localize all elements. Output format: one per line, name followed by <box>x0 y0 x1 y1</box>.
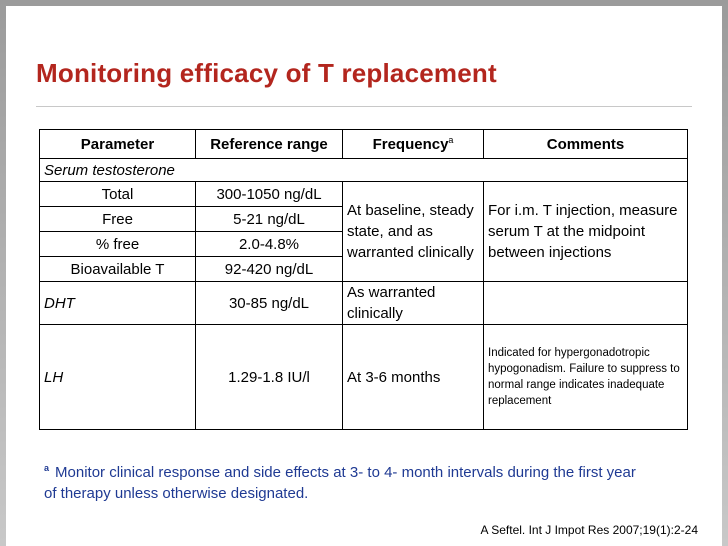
monitoring-table: Parameter Reference range Frequencya Com… <box>39 129 688 430</box>
header-frequency: Frequencya <box>342 129 484 159</box>
range-cell: 1.29-1.8 IU/l <box>195 324 343 430</box>
section-row-serum-testosterone: Serum testosterone <box>39 158 688 182</box>
range-cell: 2.0-4.8% <box>195 231 343 257</box>
header-frequency-footnote-marker: a <box>448 135 454 145</box>
range-cell: 30-85 ng/dL <box>195 281 343 325</box>
parameter-cell: Total <box>39 181 196 207</box>
header-comments: Comments <box>483 129 688 159</box>
footnote-text: Monitor clinical response and side effec… <box>44 464 636 502</box>
slide-frame-left <box>0 0 6 546</box>
parameter-cell: LH <box>39 324 196 430</box>
parameter-cell: DHT <box>39 281 196 325</box>
parameter-cell: Bioavailable T <box>39 256 196 282</box>
header-reference-range: Reference range <box>195 129 343 159</box>
citation: A Seftel. Int J Impot Res 2007;19(1):2-2… <box>480 523 698 537</box>
range-cell: 300-1050 ng/dL <box>195 181 343 207</box>
comment-cell <box>483 281 688 325</box>
slide-title: Monitoring efficacy of T replacement <box>36 58 497 88</box>
parameter-cell: % free <box>39 231 196 257</box>
table-row: Total 300-1050 ng/dL At baseline, steady… <box>39 181 688 282</box>
table-row-dht: DHT 30-85 ng/dL As warranted clinically <box>39 281 688 325</box>
header-frequency-label: Frequency <box>372 136 449 153</box>
slide-frame-right <box>722 0 728 546</box>
serum-frequency-cell: At baseline, steady state, and as warran… <box>342 181 484 282</box>
header-parameter: Parameter <box>39 129 196 159</box>
comment-cell: Indicated for hypergonadotropic hypogona… <box>483 324 688 430</box>
section-label: Serum testosterone <box>39 158 688 182</box>
frequency-cell: As warranted clinically <box>342 281 484 325</box>
parameter-cell: Free <box>39 206 196 232</box>
footnote: a Monitor clinical response and side effe… <box>44 458 644 504</box>
serum-comment-cell: For i.m. T injection, measure serum T at… <box>483 181 688 282</box>
range-cell: 92-420 ng/dL <box>195 256 343 282</box>
table-row: % free 2.0-4.8% <box>39 231 688 257</box>
range-cell: 5-21 ng/dL <box>195 206 343 232</box>
table-row-lh: LH 1.29-1.8 IU/l At 3-6 months Indicated… <box>39 324 688 430</box>
frequency-cell: At 3-6 months <box>342 324 484 430</box>
table-row: Free 5-21 ng/dL <box>39 206 688 232</box>
title-divider <box>36 106 692 107</box>
footnote-marker: a <box>44 463 50 473</box>
table-row: Bioavailable T 92-420 ng/dL <box>39 256 688 282</box>
table-header-row: Parameter Reference range Frequencya Com… <box>39 129 688 159</box>
slide-frame-top <box>6 0 722 6</box>
